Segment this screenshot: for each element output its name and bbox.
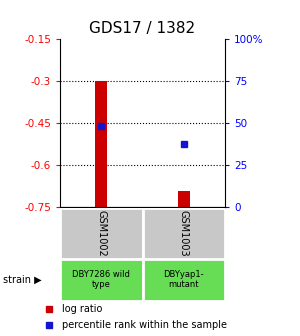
Bar (60, 259, 142, 301)
Text: DBYyap1-
mutant: DBYyap1- mutant (164, 270, 204, 289)
Bar (60, 208, 142, 259)
Text: log ratio: log ratio (62, 304, 102, 314)
Text: GSM1002: GSM1002 (96, 210, 106, 257)
Bar (142, 259, 225, 301)
Text: DBY7286 wild
type: DBY7286 wild type (72, 270, 130, 289)
Bar (142, 208, 225, 259)
Text: GSM1003: GSM1003 (179, 210, 189, 257)
Text: strain ▶: strain ▶ (3, 275, 42, 285)
Title: GDS17 / 1382: GDS17 / 1382 (89, 21, 196, 36)
Text: percentile rank within the sample: percentile rank within the sample (62, 320, 227, 330)
Bar (178, 191, 190, 207)
Bar (95, 81, 107, 207)
